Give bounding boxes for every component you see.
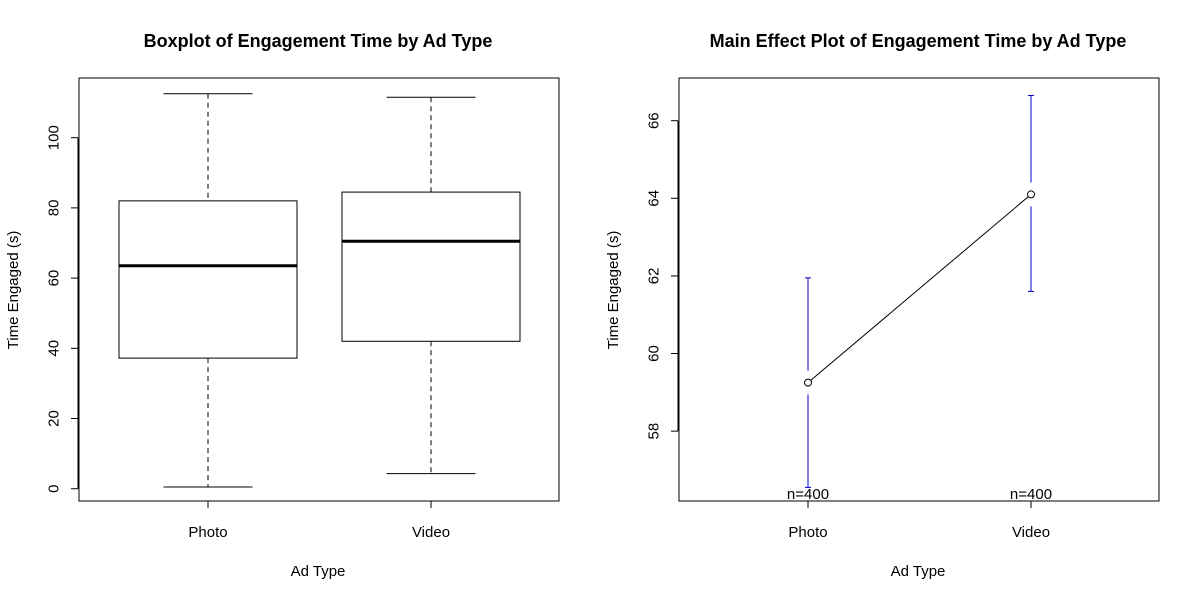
main-effect-marks: n=400 n=400	[787, 94, 1052, 503]
main-effect-y-axis: 58 60 62 64 66	[645, 112, 679, 440]
boxplot-x-axis-label: Ad Type	[291, 563, 346, 580]
boxplot-y-tick-label: 40	[45, 340, 62, 357]
main-effect-x-tick-label: Photo	[788, 524, 827, 541]
main-effect-x-axis-label: Ad Type	[891, 563, 946, 580]
boxplot-x-axis: Photo Video	[188, 500, 450, 541]
main-effect-y-tick-label: 58	[645, 423, 662, 440]
main-effect-point-photo	[804, 378, 812, 387]
boxplot-boxes	[118, 93, 521, 488]
main-effect-title: Main Effect Plot of Engagement Time by A…	[710, 31, 1127, 51]
boxplot-title: Boxplot of Engagement Time by Ad Type	[144, 31, 493, 51]
boxplot-y-tick-label: 20	[45, 410, 62, 427]
boxplot-y-tick-label: 0	[45, 485, 62, 493]
main-effect-panel: Main Effect Plot of Engagement Time by A…	[605, 31, 1160, 580]
main-effect-y-tick-label: 60	[645, 345, 662, 362]
boxplot-box-photo	[118, 200, 298, 359]
main-effect-point-video	[1027, 190, 1035, 199]
boxplot-y-tick-label: 80	[45, 200, 62, 217]
boxplot-y-tick-label: 100	[45, 125, 62, 150]
boxplot-box-video	[341, 191, 521, 342]
main-effect-x-tick-label: Video	[1012, 524, 1050, 541]
main-effect-y-tick-label: 66	[645, 112, 662, 129]
boxplot-y-axis-label: Time Engaged (s)	[5, 231, 22, 350]
boxplot-panel: Boxplot of Engagement Time by Ad Type 0 2…	[5, 31, 560, 580]
boxplot-x-tick-label: Photo	[188, 524, 227, 541]
boxplot-y-tick-label: 60	[45, 270, 62, 287]
boxplot-y-axis: 0 20 40 60 80 100	[45, 125, 79, 493]
main-effect-series-line	[807, 194, 1032, 384]
main-effect-n-label: n=400	[1010, 486, 1052, 503]
main-effect-y-axis-label: Time Engaged (s)	[605, 231, 622, 350]
main-effect-y-tick-label: 62	[645, 268, 662, 285]
main-effect-y-tick-label: 64	[645, 190, 662, 207]
main-effect-n-label: n=400	[787, 486, 829, 503]
boxplot-x-tick-label: Video	[412, 524, 450, 541]
main-effect-x-axis: Photo Video	[788, 500, 1050, 541]
